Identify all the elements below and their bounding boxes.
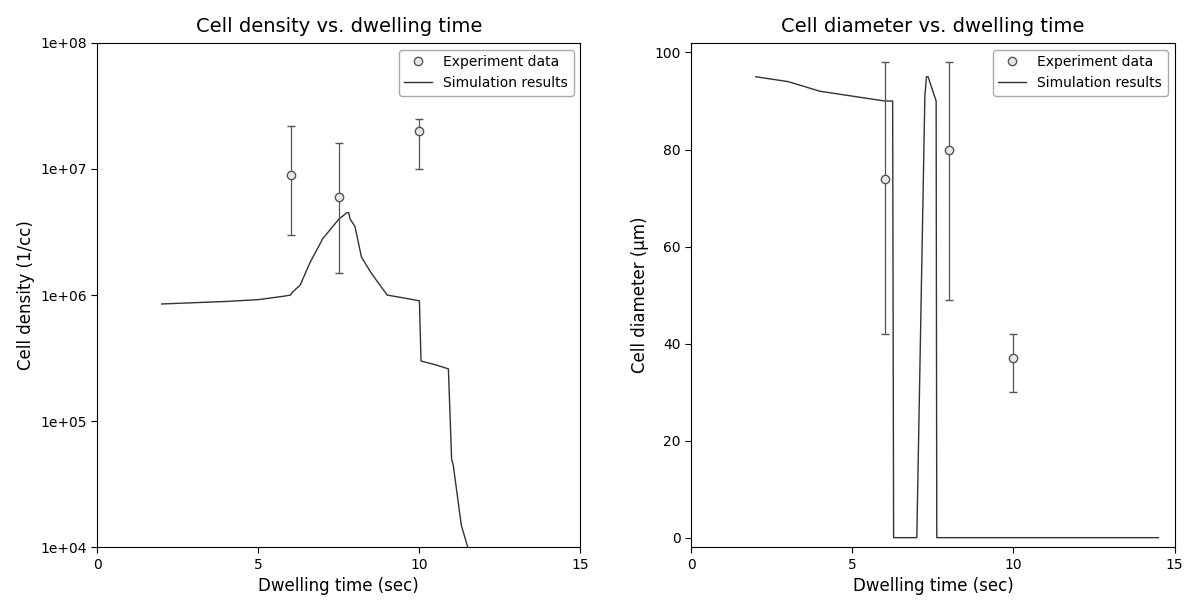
Legend: Experiment data, Simulation results: Experiment data, Simulation results [398, 50, 574, 95]
Legend: Experiment data, Simulation results: Experiment data, Simulation results [992, 50, 1168, 95]
Y-axis label: Cell density (1/cc): Cell density (1/cc) [17, 220, 35, 370]
X-axis label: Dwelling time (sec): Dwelling time (sec) [258, 577, 419, 595]
Y-axis label: Cell diameter (μm): Cell diameter (μm) [631, 217, 649, 373]
Title: Cell density vs. dwelling time: Cell density vs. dwelling time [196, 17, 482, 35]
Title: Cell diameter vs. dwelling time: Cell diameter vs. dwelling time [781, 17, 1085, 35]
X-axis label: Dwelling time (sec): Dwelling time (sec) [852, 577, 1013, 595]
